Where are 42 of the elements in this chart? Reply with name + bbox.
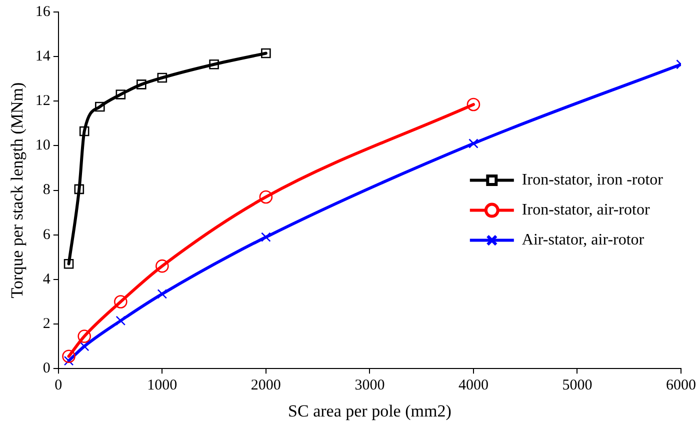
x-tick-label: 0: [54, 378, 62, 394]
point: [136, 80, 146, 90]
x-tick-label: 6000: [666, 378, 696, 394]
point: [157, 72, 168, 83]
legend-label: Iron-stator, air-rotor: [522, 202, 650, 219]
x-tick-label: 3000: [354, 378, 385, 394]
point: [209, 59, 219, 70]
point: [466, 98, 480, 112]
y-tick-label: 12: [35, 93, 50, 110]
point: [156, 259, 169, 273]
y-tick-label: 0: [42, 360, 50, 377]
y-tick-label: 2: [42, 316, 50, 332]
point: [95, 102, 105, 112]
legend-label: Iron-stator, iron -rotor: [522, 172, 664, 189]
y-tick-label: 8: [42, 182, 50, 198]
point: [261, 232, 271, 242]
legend-label: Air-stator, air-rotor: [522, 232, 645, 249]
x-tick-label: 2000: [250, 378, 281, 394]
x-tick-label: 4000: [458, 378, 488, 394]
point: [468, 138, 478, 148]
point: [259, 190, 273, 204]
y-tick-label: 6: [42, 226, 51, 243]
point: [64, 356, 74, 366]
point: [64, 258, 74, 269]
y-tick-label: 4: [42, 271, 51, 288]
y-tick-label: 16: [35, 4, 51, 20]
point: [116, 316, 126, 326]
point: [114, 295, 128, 308]
y-axis-title: Torque per stack length (MNm): [8, 82, 27, 298]
point: [79, 126, 90, 136]
point: [261, 48, 271, 58]
point: [157, 289, 168, 299]
point: [116, 90, 126, 100]
x-tick-label: 5000: [562, 378, 592, 394]
x-tick-label: 1000: [147, 378, 178, 394]
point: [78, 330, 91, 343]
point: [74, 184, 84, 194]
y-tick-label: 10: [35, 138, 50, 154]
y-tick-label: 14: [35, 48, 51, 65]
point: [79, 341, 90, 352]
x-axis-title: SC area per pole (mm2): [288, 401, 452, 420]
point: [62, 350, 76, 363]
